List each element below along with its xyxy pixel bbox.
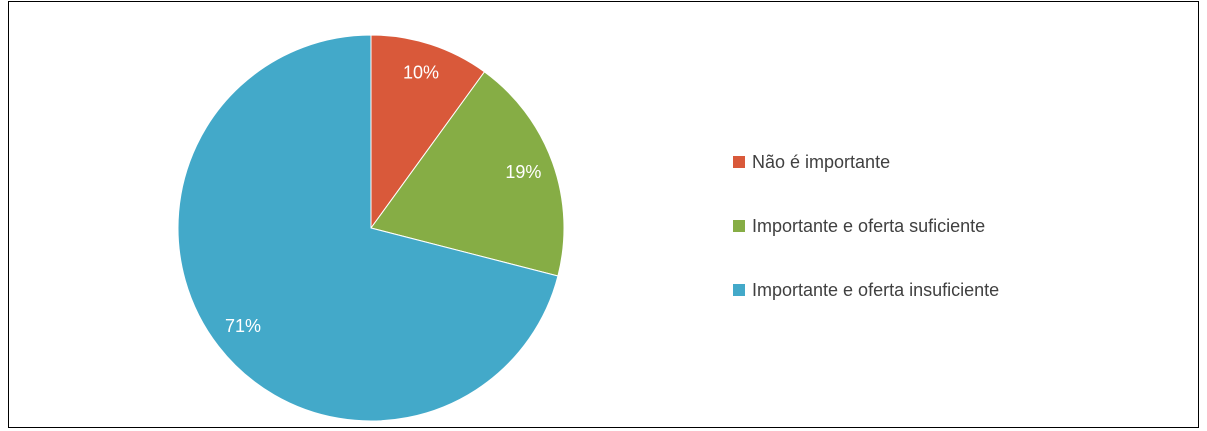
- pie-slice: [370, 71, 565, 277]
- legend-label: Importante e oferta insuficiente: [752, 280, 999, 300]
- pie-slice: [370, 34, 486, 230]
- legend-swatch: [733, 284, 745, 296]
- data-label: 10%: [403, 63, 439, 83]
- legend-label: Importante e oferta suficiente: [752, 216, 985, 236]
- legend-swatch: [733, 156, 745, 168]
- data-label: 71%: [225, 316, 261, 336]
- legend-swatch: [733, 220, 745, 232]
- pie-slice: [177, 34, 559, 422]
- data-label: 19%: [505, 162, 541, 182]
- legend-label: Não é importante: [752, 152, 890, 172]
